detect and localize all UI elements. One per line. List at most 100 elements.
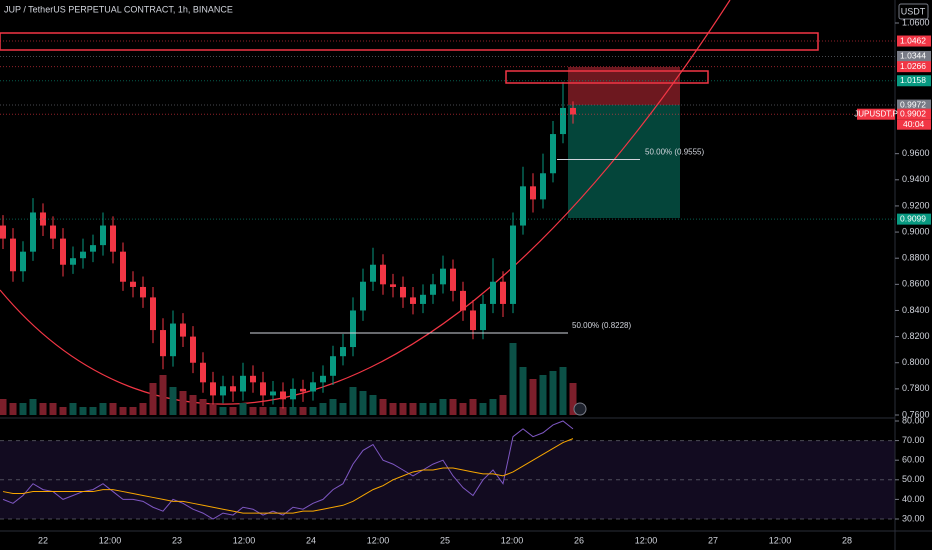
candle-body (520, 186, 526, 226)
x-tick-label: 23 (172, 535, 182, 545)
replay-icon[interactable] (573, 402, 587, 416)
volume-bar (259, 407, 267, 415)
candle-body (470, 310, 476, 331)
x-tick-label: 12:00 (233, 535, 256, 545)
candle-body (110, 225, 116, 252)
price-tag (897, 108, 931, 120)
volume-bar (569, 383, 577, 415)
candle-body (560, 107, 566, 135)
volume-bar (539, 375, 547, 415)
x-tick-label: 12:00 (635, 535, 658, 545)
volume-bar (89, 407, 97, 415)
volume-bar (319, 403, 327, 415)
price-tag (897, 75, 931, 87)
arc-drawing (0, 0, 731, 405)
x-tick-label: 25 (440, 535, 450, 545)
candle-body (90, 245, 96, 252)
candle-body (490, 281, 496, 304)
candle-body (400, 286, 406, 298)
candle-body (510, 225, 516, 304)
candle-body (360, 281, 366, 311)
candle-body (440, 268, 446, 285)
candle-body (140, 286, 146, 298)
x-tick-label: 24 (306, 535, 316, 545)
volume-bar (249, 407, 257, 415)
volume-bar (549, 371, 557, 415)
volume-bar (69, 403, 77, 415)
volume-bar (399, 403, 407, 415)
candle-body (530, 186, 536, 200)
volume-bar (39, 403, 47, 415)
rsi-line (2, 420, 574, 520)
price-tag (897, 99, 931, 111)
chart-title: JUP / TetherUS PERPETUAL CONTRACT, 1h, B… (4, 4, 233, 14)
fib-label: 50.00% (0.8228) (572, 321, 631, 330)
fib-label: 50.00% (0.9555) (645, 148, 704, 157)
candle-body (50, 225, 56, 239)
volume-bar (499, 395, 507, 415)
x-tick-label: 12:00 (769, 535, 792, 545)
rsi-pane (0, 440, 895, 520)
volume-bar (219, 407, 227, 415)
volume-bar (339, 403, 347, 415)
candle-body (80, 251, 86, 259)
y-tick-label: 0.8000 (902, 357, 930, 367)
candle-body (380, 264, 386, 285)
volume-bar (59, 407, 67, 415)
volume-bar (159, 375, 167, 415)
y-tick-label: 0.9400 (902, 174, 930, 184)
volume-bar (409, 403, 417, 415)
candle-body (540, 173, 546, 200)
candle-body (190, 336, 196, 363)
volume-bar (79, 407, 87, 415)
volume-bar (329, 399, 337, 415)
volume-bar (299, 407, 307, 415)
rsi-tick-label: 70.00 (902, 435, 925, 445)
zone-rectangle (505, 70, 709, 84)
candle-body (230, 386, 236, 392)
volume-bar (509, 343, 517, 415)
volume-bar (149, 383, 157, 415)
volume-bar (379, 399, 387, 415)
candle-body (130, 281, 136, 287)
candle-body (100, 225, 106, 246)
countdown-tag (897, 119, 931, 130)
volume-bar (49, 403, 57, 415)
candle-body (270, 391, 276, 396)
candle-body (300, 388, 306, 392)
volume-bar (0, 399, 7, 415)
rsi-ma-line (2, 438, 574, 514)
currency-button[interactable] (898, 3, 929, 20)
volume-bar (29, 399, 37, 415)
volume-bar (559, 367, 567, 415)
candle-body (550, 134, 556, 174)
rsi-tick-label: 30.00 (902, 513, 925, 523)
candle-body (450, 268, 456, 291)
candle-body (320, 375, 326, 383)
volume-bar (289, 407, 297, 415)
price-tag-label: 0.9099 (900, 213, 926, 223)
price-tag (897, 50, 931, 62)
currency-label[interactable]: USDT (901, 6, 926, 16)
volume-bar (269, 407, 277, 415)
volume-bar (99, 403, 107, 415)
countdown: 40:04 (903, 119, 925, 129)
y-tick-label: 0.8400 (902, 305, 930, 315)
volume-bar (279, 407, 287, 415)
candle-body (220, 386, 226, 396)
candle-body (350, 310, 356, 348)
volume-bar (129, 407, 137, 415)
volume-bar (139, 403, 147, 415)
candle-body (120, 251, 126, 282)
volume-bar (459, 403, 467, 415)
candle-body (70, 258, 76, 265)
candle-body (250, 375, 256, 383)
volume-bar (449, 399, 457, 415)
volume-bar (179, 391, 187, 415)
volume-bar (419, 403, 427, 415)
price-tag (897, 35, 931, 47)
y-tick-label: 0.8800 (902, 253, 930, 263)
zone-rectangle (0, 32, 819, 51)
volume-bar (489, 399, 497, 415)
